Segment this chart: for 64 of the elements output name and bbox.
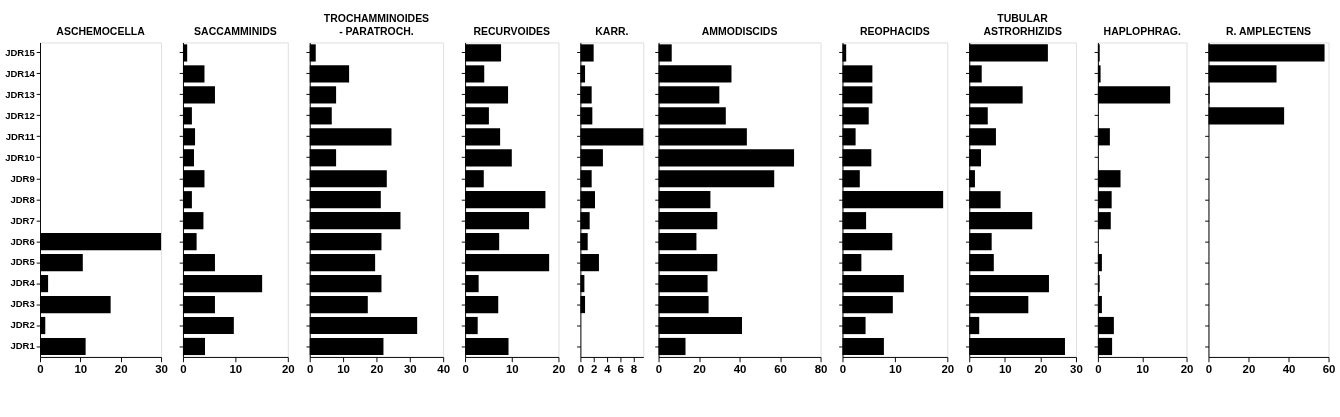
x-tick-label: 6: [617, 362, 624, 375]
x-tick-label: 30: [155, 362, 168, 375]
x-tick-label: 2: [590, 362, 598, 375]
x-tick-label: 10: [889, 362, 902, 375]
y-tick-label: JDR12: [5, 109, 35, 121]
x-tick-label: 10: [337, 362, 350, 375]
y-tick-label: JDR8: [10, 193, 35, 205]
y-tick-label: JDR13: [5, 88, 35, 100]
x-tick-label: 0: [307, 362, 314, 375]
x-tick-label: 10: [229, 362, 243, 375]
y-tick-label: JDR6: [10, 235, 35, 247]
x-tick-label: 30: [1070, 362, 1083, 375]
chart-title: KARR.: [595, 25, 629, 37]
x-tick-label: 20: [552, 362, 566, 375]
y-tick-label: JDR1: [10, 340, 36, 352]
y-tick-label: JDR10: [5, 151, 35, 163]
y-tick-label: JDR7: [10, 214, 35, 226]
x-tick-label: 10: [1136, 362, 1150, 375]
x-tick-label: 10: [74, 362, 88, 375]
y-tick-label: JDR4: [10, 277, 36, 289]
x-tick-label: 30: [403, 362, 417, 375]
x-tick-label: 20: [370, 362, 384, 375]
x-tick-label: 10: [998, 362, 1012, 375]
x-tick-label: 10: [505, 362, 519, 375]
chart-title: TROCHAMMINOIDES - PARATROCH.: [323, 13, 430, 37]
chart-title: R. AMPLECTENS: [1225, 25, 1312, 37]
x-tick-label: 0: [1205, 362, 1213, 375]
x-tick-label: 20: [693, 362, 706, 375]
x-tick-label: 40: [437, 362, 451, 375]
x-tick-label: 20: [941, 362, 955, 375]
y-tick-label: JDR5: [10, 256, 36, 268]
x-tick-label: 0: [966, 362, 973, 375]
y-tick-label: JDR2: [10, 319, 35, 331]
x-tick-label: 4: [604, 362, 612, 375]
y-tick-label: JDR3: [10, 298, 35, 310]
x-tick-label: 60: [774, 362, 787, 375]
x-tick-label: 0: [1095, 362, 1102, 375]
x-tick-label: 0: [37, 362, 44, 375]
y-tick-label: JDR11: [5, 130, 36, 142]
chart-title: AMMODISCIDS: [701, 25, 778, 37]
x-tick-label: 60: [1322, 362, 1336, 375]
chart-title: TUBULAR ASTRORHIZIDS: [983, 13, 1062, 37]
x-tick-label: 8: [630, 362, 638, 375]
y-tick-label: JDR9: [10, 172, 35, 184]
x-tick-label: 20: [281, 362, 295, 375]
x-tick-label: 40: [1282, 362, 1296, 375]
x-tick-label: 0: [577, 362, 585, 375]
chart-title: RECURVOIDES: [473, 25, 551, 37]
x-tick-label: 0: [839, 362, 847, 375]
x-tick-label: 20: [1034, 362, 1048, 375]
x-tick-label: 20: [114, 362, 128, 375]
x-tick-label: 20: [1180, 362, 1194, 375]
x-tick-label: 40: [733, 362, 747, 375]
chart-title: HAPLOPHRAG.: [1103, 25, 1182, 37]
chart-title: ASCHEMOCELLA: [56, 25, 146, 37]
x-tick-label: 0: [180, 362, 187, 375]
x-tick-label: 0: [462, 362, 469, 375]
x-tick-label: 20: [1242, 362, 1256, 375]
x-tick-label: 0: [655, 362, 663, 375]
y-tick-label: JDR15: [5, 46, 36, 58]
y-tick-label: JDR14: [5, 67, 36, 79]
chart-title: REOPHACIDS: [860, 25, 930, 37]
x-tick-label: 80: [814, 362, 828, 375]
chart-title: SACCAMMINIDS: [194, 25, 277, 37]
